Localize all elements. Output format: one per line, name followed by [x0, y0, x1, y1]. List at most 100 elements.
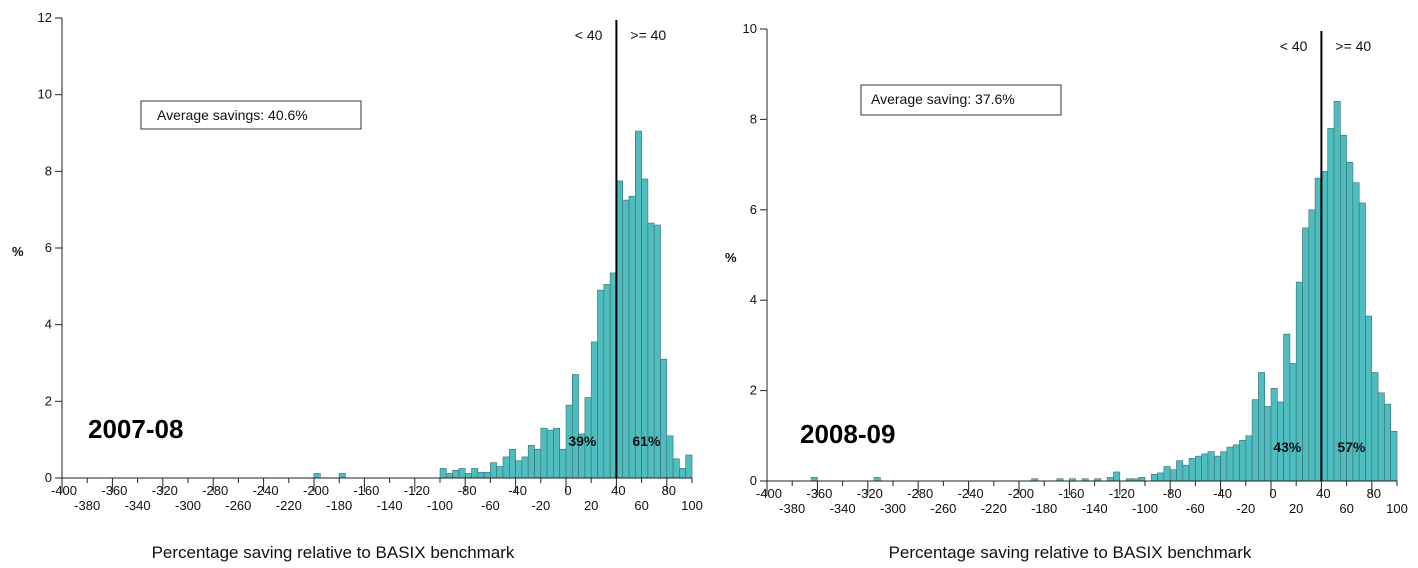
histogram-bar [338, 473, 346, 479]
x-tick-label: -140 [1082, 501, 1108, 516]
histogram-bar [1308, 209, 1316, 482]
histogram-bar [1195, 455, 1203, 482]
x-tick-label: -80 [1163, 486, 1182, 501]
histogram-bar [452, 470, 460, 479]
histogram-bar [1289, 363, 1297, 482]
histogram-bar [1377, 392, 1385, 482]
x-tick-label: -320 [152, 483, 178, 498]
average-saving-annotation: Average saving: 37.6% [871, 91, 1015, 107]
x-tick-label: 40 [1316, 486, 1330, 501]
histogram-bar [1352, 182, 1360, 482]
histogram-bar [1176, 460, 1184, 482]
x-tick-label: -180 [326, 498, 352, 513]
x-axis-label: Percentage saving relative to BASIX benc… [889, 543, 1252, 562]
y-tick-label: 0 [750, 473, 757, 488]
x-tick-label: -340 [125, 498, 151, 513]
x-tick-label: -220 [276, 498, 302, 513]
histogram-bar [1163, 466, 1171, 482]
histogram-bar [1188, 458, 1196, 482]
share-below-label: 39% [568, 433, 597, 449]
y-tick-label: 8 [750, 111, 757, 126]
x-tick-label: -320 [857, 486, 883, 501]
x-tick-label: -300 [175, 498, 201, 513]
x-axis-label: Percentage saving relative to BASIX benc… [152, 543, 515, 562]
y-tick-label: 2 [750, 383, 757, 398]
x-tick-label: -280 [202, 483, 228, 498]
x-tick-label: 80 [662, 483, 676, 498]
histogram-bar [313, 473, 321, 479]
histogram-bar [502, 456, 510, 479]
histogram-bar [1245, 435, 1253, 482]
share-above-label: 61% [632, 433, 661, 449]
x-tick-label: -100 [1132, 501, 1158, 516]
histogram-bar [672, 458, 680, 479]
histogram-bar [515, 460, 523, 479]
y-tick-label: 12 [38, 10, 52, 25]
histogram-bar [1157, 472, 1165, 482]
x-tick-label: -40 [1213, 486, 1232, 501]
histogram-bar [1232, 444, 1240, 482]
histogram-bar [1226, 446, 1234, 482]
histogram-bar [559, 448, 567, 479]
histogram-bar [521, 456, 529, 479]
x-tick-label: -120 [404, 483, 430, 498]
x-tick-label: -80 [458, 483, 477, 498]
histogram-bar [810, 477, 818, 482]
x-tick-label: 100 [681, 498, 703, 513]
x-tick-label: 60 [634, 498, 648, 513]
x-tick-label: -40 [508, 483, 527, 498]
x-tick-label: 20 [584, 498, 598, 513]
histogram-bar [685, 454, 693, 479]
histogram-bar [634, 130, 642, 479]
y-axis-label: % [725, 250, 737, 265]
x-tick-label: -200 [1008, 486, 1034, 501]
histogram-bar [477, 471, 485, 479]
histogram-bar [546, 429, 554, 479]
histogram-bar [1302, 227, 1310, 482]
y-tick-label: 10 [743, 21, 757, 36]
histogram-bar [490, 462, 497, 479]
histogram-bar [1214, 455, 1221, 482]
x-tick-label: -160 [1058, 486, 1084, 501]
histogram-bar [1384, 403, 1392, 482]
x-tick-label: 0 [1269, 486, 1276, 501]
x-tick-label: -400 [51, 483, 77, 498]
x-tick-label: -160 [353, 483, 379, 498]
x-tick-label: -300 [880, 501, 906, 516]
threshold-left-label: < 40 [1280, 38, 1308, 54]
x-tick-label: 0 [564, 483, 571, 498]
share-above-label: 57% [1337, 439, 1366, 455]
histogram-bar [1106, 477, 1114, 482]
x-tick-label: -380 [74, 498, 100, 513]
x-tick-label: -360 [101, 483, 127, 498]
histogram-bar [508, 448, 516, 479]
x-tick-label: -140 [377, 498, 403, 513]
x-tick-label: -260 [225, 498, 251, 513]
share-below-label: 43% [1273, 439, 1302, 455]
x-tick-label: -220 [981, 501, 1007, 516]
y-tick-label: 2 [45, 393, 52, 408]
x-tick-label: -380 [779, 501, 805, 516]
y-tick-label: 4 [750, 292, 757, 307]
histogram-bar [603, 284, 611, 479]
x-tick-label: -180 [1031, 501, 1057, 516]
x-tick-label: 80 [1367, 486, 1381, 501]
histogram-bar [1340, 134, 1347, 482]
histogram-bar [553, 427, 561, 479]
histogram-bar [571, 374, 579, 479]
x-tick-label: -400 [756, 486, 782, 501]
x-tick-label: -200 [303, 483, 329, 498]
histogram-bar [1151, 473, 1158, 482]
histogram-bar [597, 289, 605, 479]
y-tick-label: 10 [38, 87, 52, 102]
histogram-bar [1251, 399, 1259, 482]
x-tick-label: -280 [907, 486, 933, 501]
y-tick-label: 6 [45, 240, 52, 255]
x-tick-label: -340 [830, 501, 856, 516]
histogram-bar [1239, 440, 1247, 482]
histogram-bar [1390, 430, 1398, 482]
y-tick-label: 0 [45, 470, 52, 485]
threshold-right-label: >= 40 [1335, 38, 1371, 54]
